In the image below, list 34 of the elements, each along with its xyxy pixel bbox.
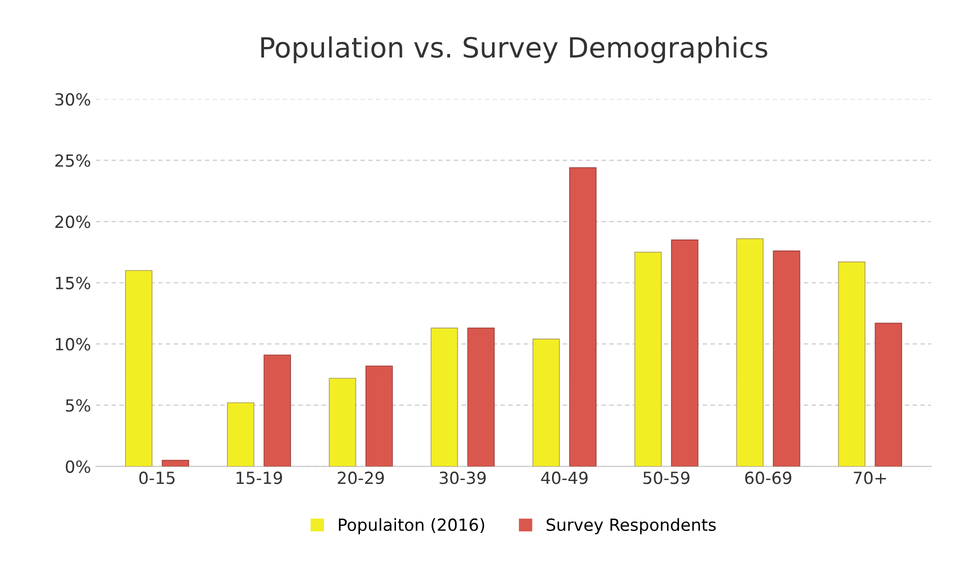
y-tick-label: 10% — [56, 338, 90, 351]
bar — [365, 366, 393, 466]
bar — [532, 338, 560, 466]
bar — [328, 378, 356, 466]
legend-label: Survey Respondents — [546, 518, 716, 534]
x-tick-label: 0-15 — [139, 472, 175, 484]
y-tick-label: 25% — [55, 154, 90, 167]
bar — [264, 354, 291, 466]
bar — [125, 270, 152, 466]
x-tick-label: 30-39 — [440, 472, 486, 484]
x-tick-label: 50-59 — [643, 472, 690, 484]
y-tick-label: 5% — [66, 399, 90, 412]
bar — [671, 239, 698, 466]
x-tick-label: 70+ — [854, 472, 886, 484]
bar — [430, 328, 458, 466]
bar — [736, 238, 764, 466]
bar — [162, 460, 190, 466]
bar — [569, 167, 597, 466]
y-tick-label: 30% — [55, 93, 90, 106]
legend-label: Populaiton (2016) — [338, 518, 484, 534]
bar — [467, 328, 495, 466]
chart-title: Population vs. Survey Demographics — [261, 36, 768, 64]
bar — [634, 252, 662, 466]
bar — [838, 262, 866, 466]
bar — [226, 402, 254, 466]
x-tick-label: 15-19 — [236, 472, 282, 484]
y-tick-label: 15% — [56, 276, 90, 290]
y-tick-label: 20% — [55, 216, 90, 228]
bar — [874, 322, 902, 466]
x-tick-label: 20-29 — [338, 472, 384, 484]
y-tick-label: 0% — [66, 460, 90, 473]
x-tick-label: 60-69 — [745, 472, 792, 484]
x-tick-label: 40-49 — [541, 472, 588, 484]
bar — [772, 250, 800, 466]
